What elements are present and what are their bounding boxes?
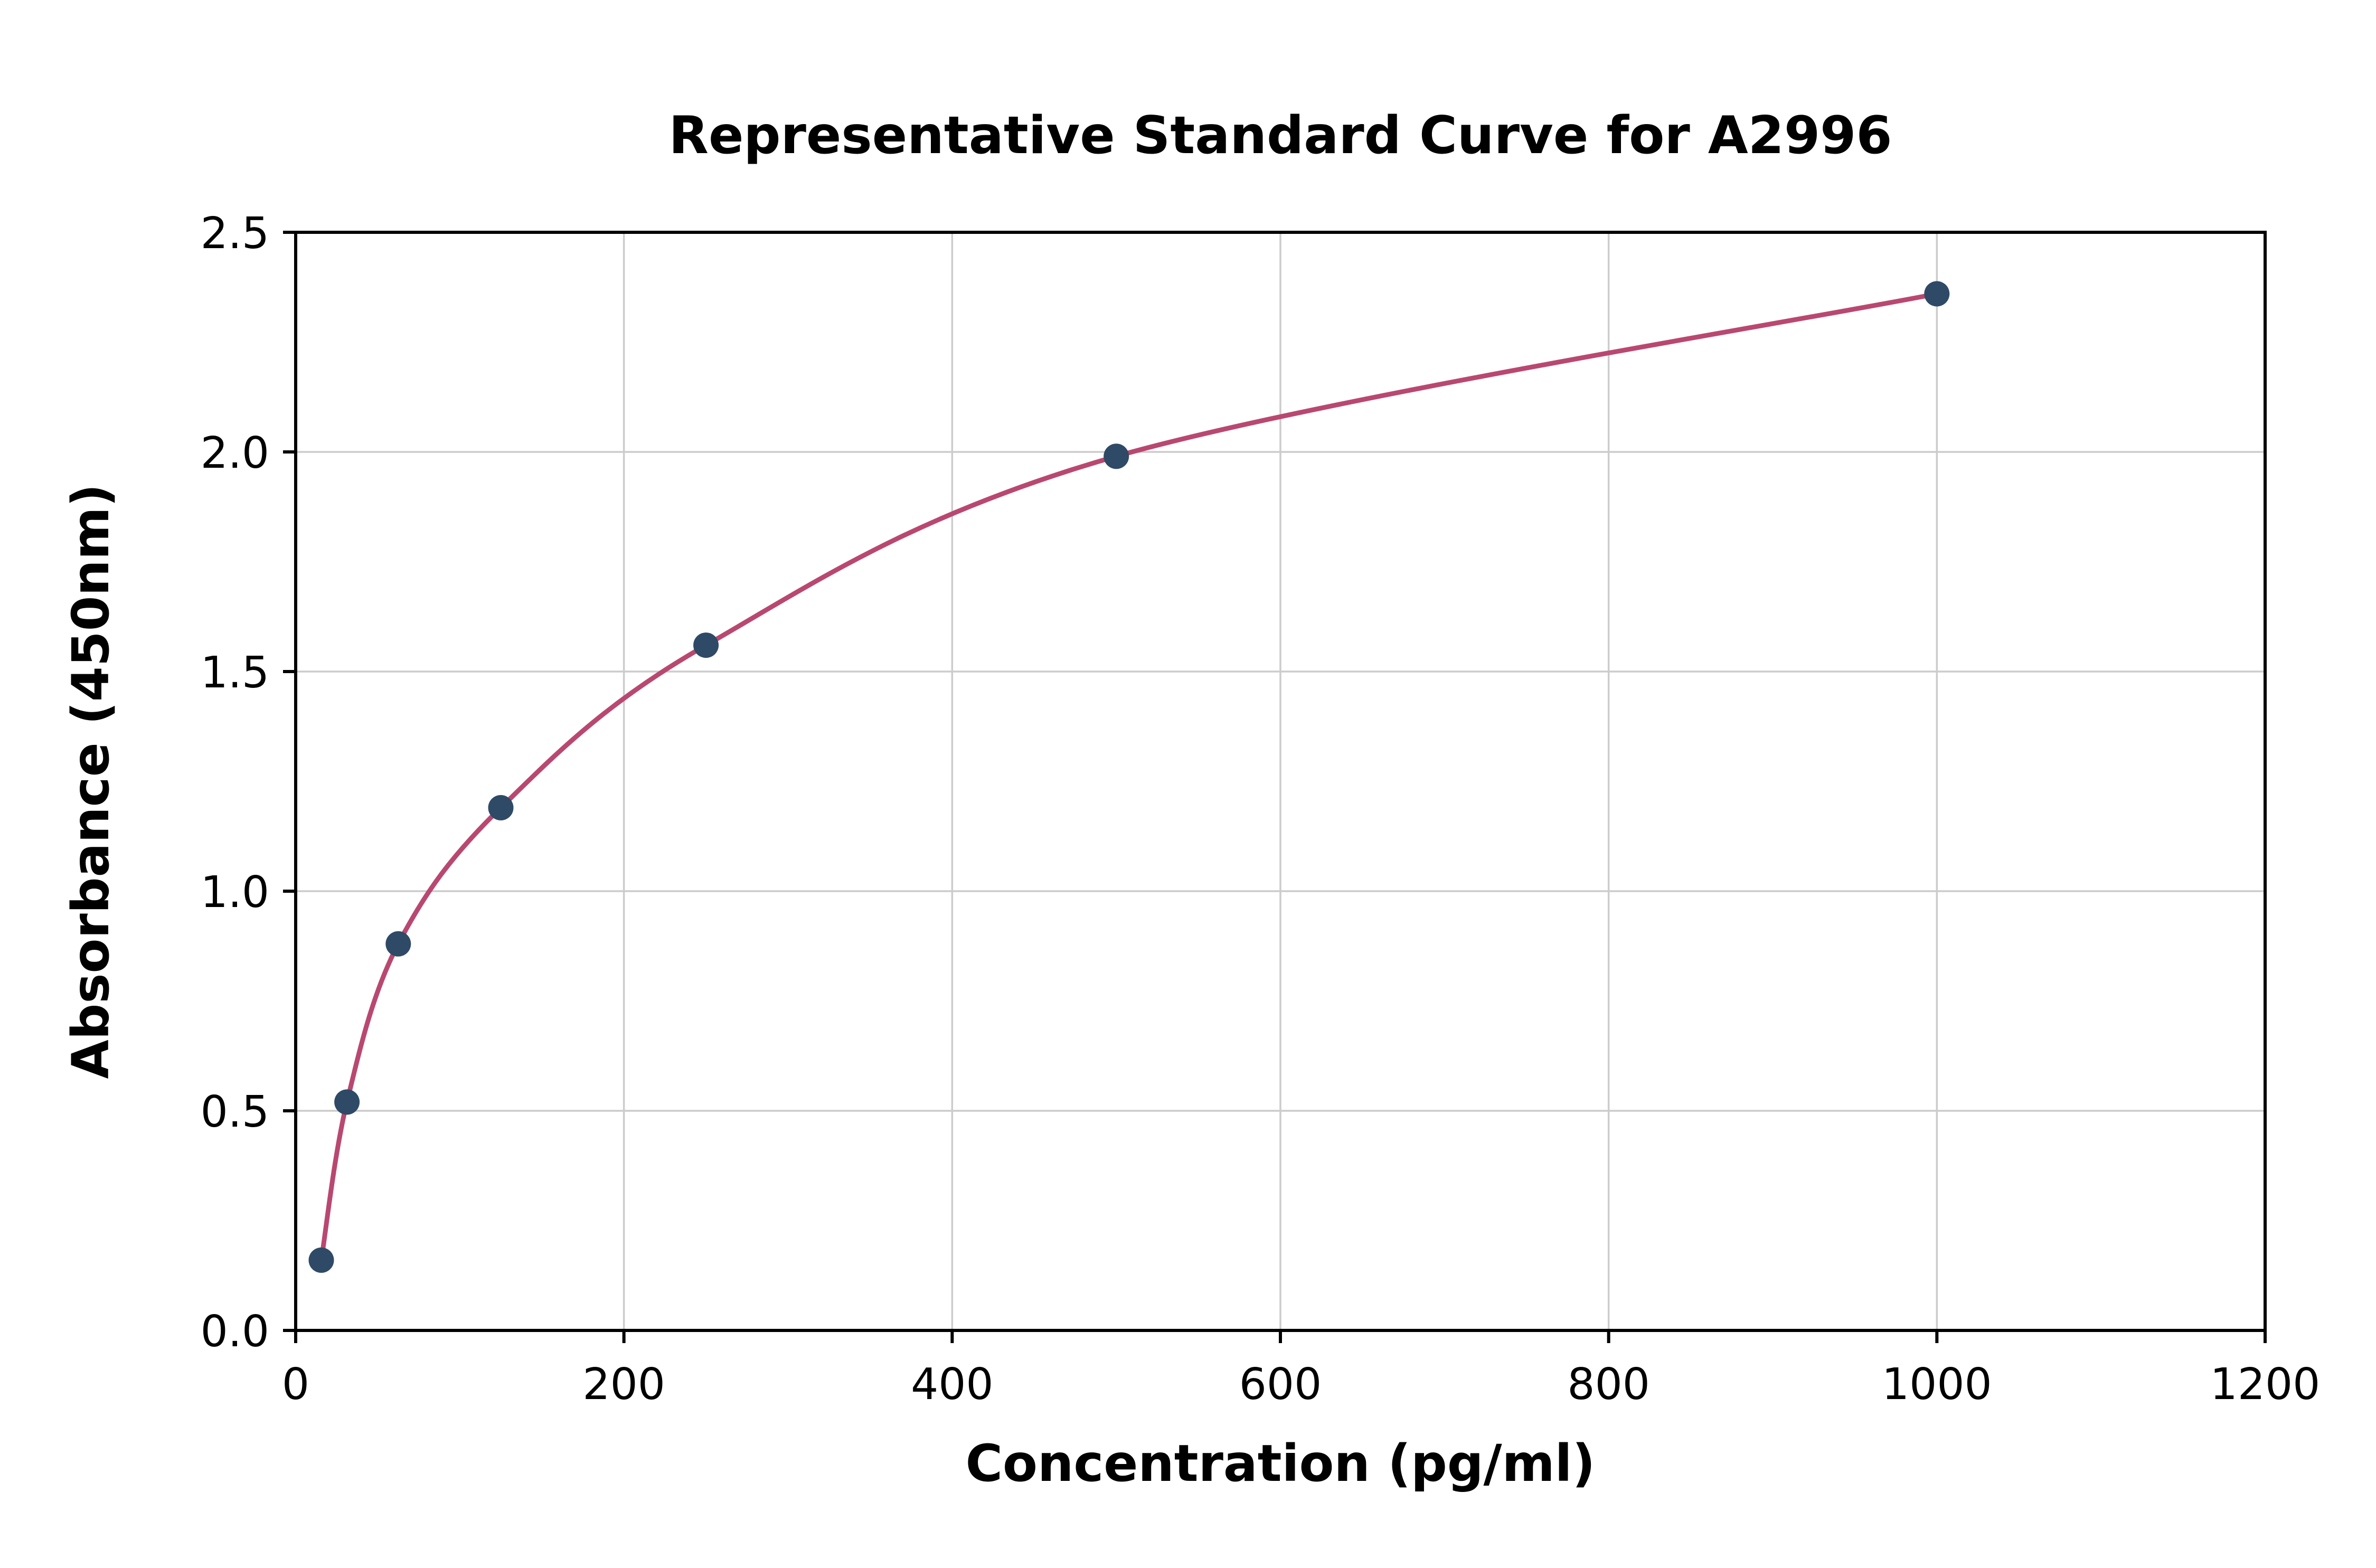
x-tick-label: 200 <box>582 1359 665 1410</box>
x-tick-label: 600 <box>1239 1359 1322 1410</box>
gridlines <box>295 231 2266 1331</box>
x-tick-label: 400 <box>911 1359 994 1410</box>
tick-labels: 0 200 400 600 800 1000 1200 0.0 0.5 1.0 1.5 2.0 2.5 <box>201 209 2321 1410</box>
data-points <box>308 281 1950 1273</box>
y-axis-label: Absorbance (450nm) <box>61 484 120 1079</box>
data-point <box>385 931 411 957</box>
data-point <box>1924 281 1950 307</box>
y-tick-label: 1.0 <box>201 867 269 918</box>
data-point <box>488 795 514 820</box>
y-tick-label: 2.0 <box>201 428 269 478</box>
y-tick-label: 0.5 <box>201 1087 269 1137</box>
data-point <box>693 632 719 658</box>
axis-ticks <box>283 231 2267 1343</box>
chart-title: Representative Standard Curve for A2996 <box>668 106 1892 166</box>
x-axis-label: Concentration (pg/ml) <box>966 1434 1596 1493</box>
data-point <box>308 1247 334 1273</box>
data-point <box>334 1089 360 1115</box>
x-tick-label: 800 <box>1567 1359 1650 1410</box>
data-point <box>1104 443 1129 469</box>
x-tick-label: 1000 <box>1882 1359 1992 1410</box>
y-tick-label: 2.5 <box>201 209 269 259</box>
x-tick-label: 0 <box>282 1359 309 1410</box>
x-tick-label: 1200 <box>2210 1359 2321 1410</box>
y-tick-label: 0.0 <box>201 1307 269 1357</box>
y-tick-label: 1.5 <box>201 648 269 698</box>
standard-curve-line <box>319 291 1939 1263</box>
